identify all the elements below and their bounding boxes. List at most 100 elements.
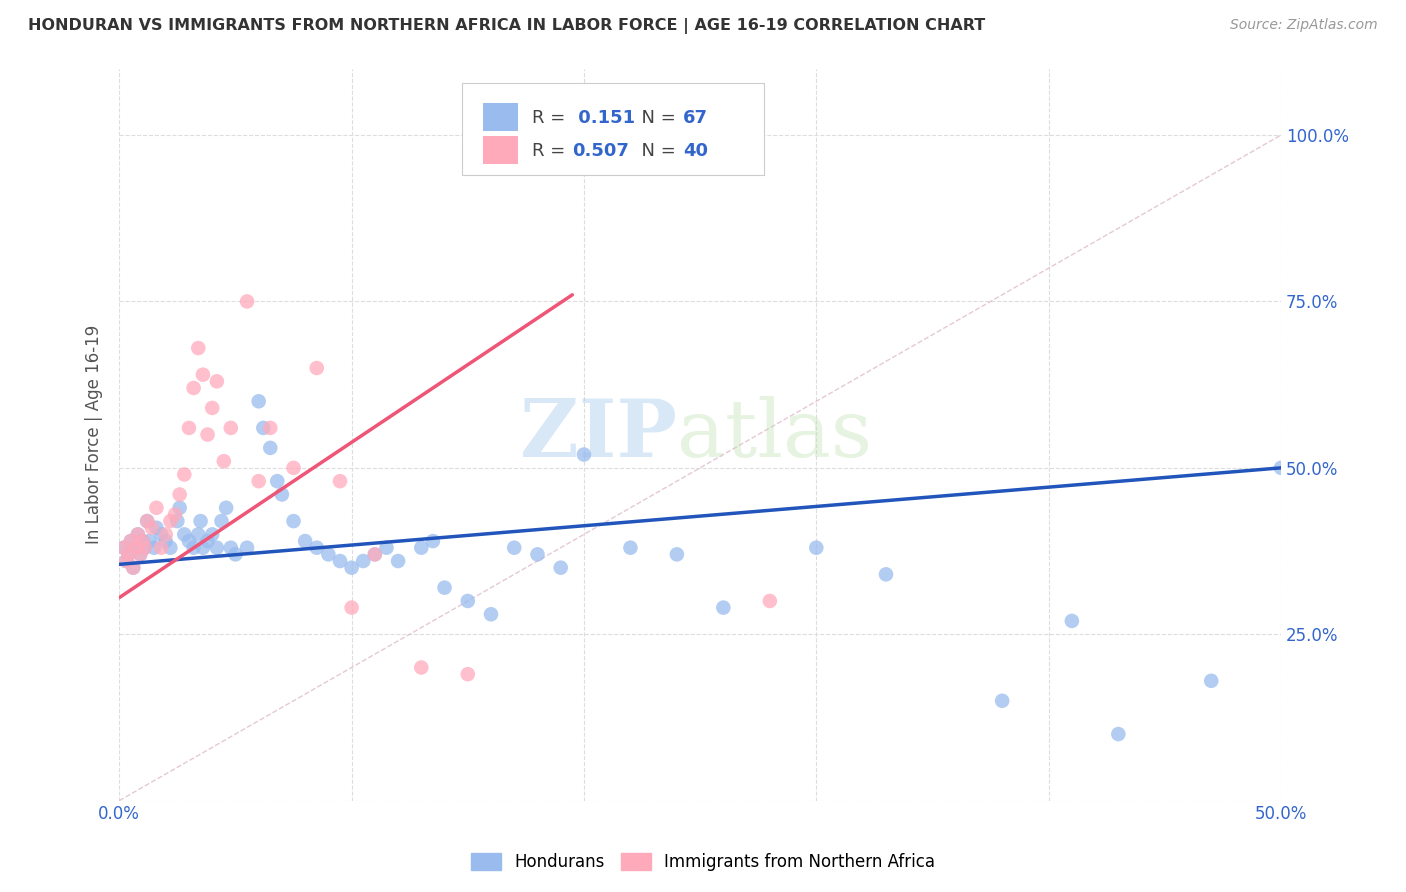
Point [259, 441, 281, 455]
Point [387, 554, 409, 568]
Point [411, 541, 433, 555]
Point [503, 541, 526, 555]
Text: 0.151: 0.151 [572, 109, 636, 127]
Point [201, 401, 224, 415]
Point [131, 534, 153, 549]
Point [1060, 614, 1083, 628]
Point [318, 547, 340, 561]
Point [457, 594, 479, 608]
Point [187, 527, 209, 541]
Point [124, 541, 146, 555]
Point [141, 521, 163, 535]
Point [183, 381, 205, 395]
Point [305, 541, 328, 555]
Point [364, 547, 387, 561]
Point [159, 514, 181, 528]
Text: atlas: atlas [676, 395, 872, 474]
Point [665, 547, 688, 561]
Point [433, 581, 456, 595]
Point [173, 527, 195, 541]
Point [224, 547, 246, 561]
Point [215, 500, 238, 515]
Point [163, 508, 186, 522]
Point [131, 534, 153, 549]
Legend: Hondurans, Immigrants from Northern Africa: Hondurans, Immigrants from Northern Afri… [463, 845, 943, 880]
Text: 0.507: 0.507 [572, 142, 630, 160]
Point [136, 514, 159, 528]
Point [117, 547, 139, 561]
Point [283, 460, 305, 475]
Point [759, 594, 782, 608]
Point [247, 474, 270, 488]
Point [247, 394, 270, 409]
Point [120, 534, 142, 549]
Point [252, 421, 274, 435]
Point [129, 547, 152, 561]
Point [259, 421, 281, 435]
Point [205, 541, 228, 555]
Text: N =: N = [630, 142, 682, 160]
Point [550, 560, 572, 574]
Point [619, 541, 641, 555]
Point [127, 527, 149, 541]
Point [375, 541, 398, 555]
Point [166, 514, 188, 528]
Point [187, 341, 209, 355]
Point [806, 541, 828, 555]
Point [201, 527, 224, 541]
Text: HONDURAN VS IMMIGRANTS FROM NORTHERN AFRICA IN LABOR FORCE | AGE 16-19 CORRELATI: HONDURAN VS IMMIGRANTS FROM NORTHERN AFR… [28, 18, 986, 34]
Point [115, 554, 138, 568]
Text: R =: R = [531, 142, 571, 160]
Point [875, 567, 897, 582]
Point [120, 534, 142, 549]
Point [127, 527, 149, 541]
Point [159, 541, 181, 555]
Text: R =: R = [531, 109, 571, 127]
Point [236, 294, 259, 309]
Point [190, 514, 212, 528]
Point [124, 541, 146, 555]
FancyBboxPatch shape [482, 136, 517, 164]
Point [169, 500, 191, 515]
Text: Source: ZipAtlas.com: Source: ZipAtlas.com [1230, 18, 1378, 32]
Point [117, 547, 139, 561]
Point [191, 541, 214, 555]
Point [479, 607, 502, 622]
Point [212, 454, 235, 468]
Point [294, 534, 316, 549]
Point [340, 560, 363, 574]
Point [266, 474, 288, 488]
Point [112, 541, 135, 555]
FancyBboxPatch shape [463, 83, 763, 175]
Point [183, 541, 205, 555]
Point [150, 527, 173, 541]
Point [550, 128, 572, 142]
Point [329, 554, 352, 568]
Point [136, 514, 159, 528]
FancyBboxPatch shape [482, 103, 517, 131]
Point [219, 421, 242, 435]
Point [191, 368, 214, 382]
Point [1270, 460, 1292, 475]
Text: 40: 40 [683, 142, 707, 160]
Y-axis label: In Labor Force | Age 16-19: In Labor Force | Age 16-19 [86, 325, 103, 544]
Point [305, 361, 328, 376]
Point [457, 667, 479, 681]
Point [211, 514, 233, 528]
Point [236, 541, 259, 555]
Point [169, 487, 191, 501]
Point [283, 514, 305, 528]
Point [122, 560, 145, 574]
Point [572, 448, 595, 462]
Point [526, 547, 548, 561]
Point [177, 534, 200, 549]
Point [112, 541, 135, 555]
Point [155, 527, 177, 541]
Point [197, 427, 219, 442]
Point [340, 600, 363, 615]
Point [122, 560, 145, 574]
Point [145, 500, 167, 515]
Text: 67: 67 [683, 109, 707, 127]
Point [197, 534, 219, 549]
Point [145, 521, 167, 535]
